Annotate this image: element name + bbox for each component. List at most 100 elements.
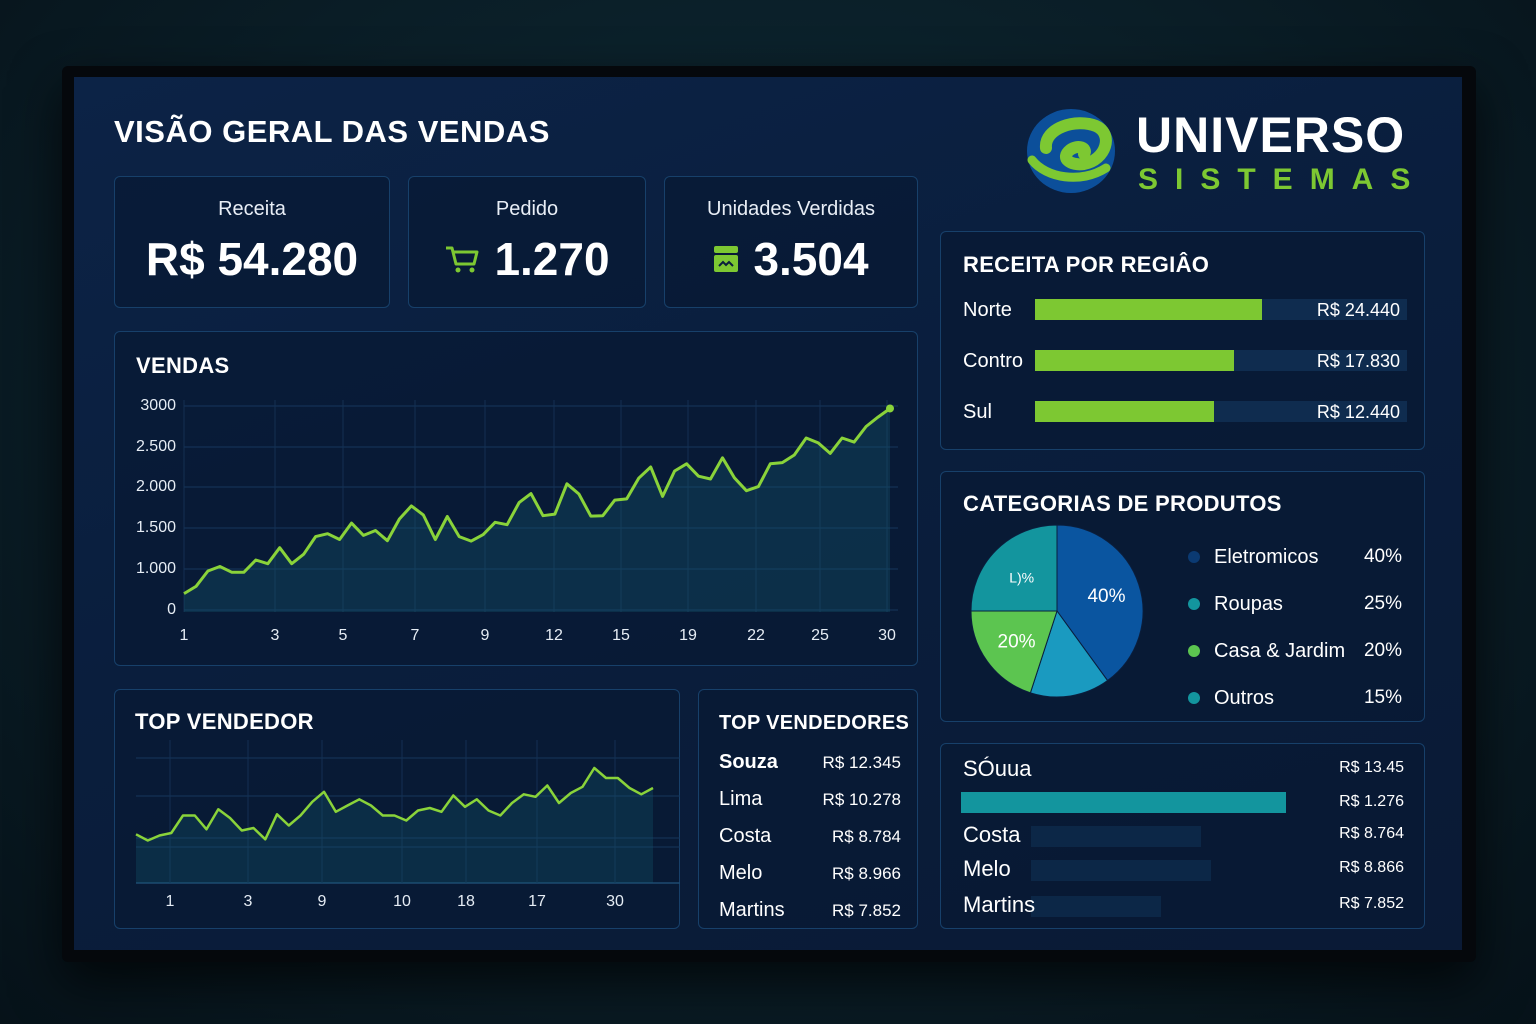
x-tick-label: 9: [317, 893, 327, 910]
seller-bar-value: R$ 8.764: [1339, 825, 1404, 842]
region-value: R$ 12.440: [1316, 402, 1400, 422]
region-bar-fill: [1035, 350, 1235, 371]
seller-bar-name: SÓuua: [963, 756, 1032, 781]
x-tick-label: 1: [165, 893, 175, 910]
x-tick-label: 30: [606, 893, 624, 910]
logo-swirl-icon: [1027, 109, 1115, 193]
x-tick-label: 5: [338, 627, 348, 644]
x-tick-label: 18: [457, 893, 475, 910]
seller-bar-fill: [961, 792, 1286, 813]
kpi-value: 3.504: [753, 233, 869, 285]
categories-title: CATEGORIAS DE PRODUTOS: [963, 491, 1282, 516]
legend-dot: [1188, 551, 1200, 563]
legend-value: 20%: [1363, 640, 1402, 661]
y-tick-label: 1.000: [135, 560, 176, 577]
seller-value: R$ 8.966: [832, 864, 901, 883]
legend-dot: [1188, 692, 1200, 704]
region-bar-track: [1035, 299, 1407, 320]
x-tick-label: 25: [811, 627, 829, 644]
seller-bar-track: [1031, 860, 1211, 881]
x-tick-label: 19: [679, 627, 697, 644]
x-tick-label: 15: [612, 627, 630, 644]
legend-value: 25%: [1363, 593, 1402, 614]
region-label: Norte: [963, 299, 1012, 321]
brand-tagline: SISTEMAS: [1138, 163, 1428, 196]
pie-slice-label: 20%: [998, 631, 1036, 652]
page-title: VISÃO GERAL DAS VENDAS: [114, 114, 550, 149]
brand-logo: [1026, 108, 1116, 194]
seller-value: R$ 10.278: [822, 790, 901, 809]
legend-dot: [1188, 645, 1200, 657]
kpi-label: Pedido: [495, 198, 559, 220]
pie-slice: [970, 610, 1058, 694]
seller-value: R$ 7.852: [832, 901, 901, 920]
pie-slice: [970, 524, 1058, 612]
seller-bar-value: R$ 8.866: [1339, 859, 1404, 876]
seller-bar-value: R$ 13.45: [1339, 759, 1404, 776]
kpi-card-receita: Receita R$ 54.280: [114, 176, 390, 308]
legend-value: 15%: [1363, 687, 1402, 708]
area-fill: [136, 768, 653, 883]
top-sellers-card: TOP VENDEDORES Souza R$ 12.345 Lima R$ 10.2…: [698, 689, 918, 929]
kpi-label: Unidades Verdidas: [707, 198, 875, 220]
legend-label: Casa & Jardim: [1214, 640, 1346, 662]
seller-bar-track: [1031, 896, 1161, 917]
kpi-card-pedido: Pedido 1.270: [408, 176, 646, 308]
box-icon: [714, 246, 739, 272]
region-title: RECEITA POR REGIÂO: [963, 252, 1210, 277]
shopping-cart-icon: [446, 246, 479, 273]
chart-title: VENDAS: [136, 353, 230, 378]
x-tick-label: 3: [270, 627, 280, 644]
region-label: Contro: [963, 350, 1024, 372]
top-sellers-title: TOP VENDEDORES: [719, 712, 910, 734]
seller-name: Costa: [719, 825, 772, 847]
legend-label: Roupas: [1214, 593, 1283, 615]
region-bar-fill: [1035, 299, 1262, 320]
data-point-last: [886, 404, 894, 413]
region-value: R$ 17.830: [1316, 351, 1400, 371]
x-tick-label: 9: [480, 627, 490, 644]
seller-bar-value: R$ 1.276: [1339, 793, 1404, 810]
region-bar-track: [1035, 401, 1407, 422]
seller-bar-value: R$ 7.852: [1339, 895, 1404, 912]
top-seller-chart-card: [114, 689, 680, 929]
y-tick-label: 2.500: [135, 438, 176, 455]
pie-slice-label: L)%: [1009, 570, 1034, 586]
seller-bar-track: [1031, 826, 1201, 847]
y-tick-label: 1.500: [135, 519, 176, 536]
chart-title: TOP VENDEDOR: [135, 709, 314, 734]
x-tick-label: 30: [878, 627, 896, 644]
seller-name: Martins: [719, 899, 785, 921]
kpi-value: 1.270: [494, 233, 610, 285]
x-tick-label: 17: [528, 893, 546, 910]
x-tick-label: 10: [393, 893, 411, 910]
kpi-value: R$ 54.280: [145, 233, 359, 285]
seller-name: Lima: [719, 788, 763, 810]
region-bar-track: [1035, 350, 1407, 371]
pie-slice-label: 40%: [1087, 586, 1125, 607]
y-tick-label: 2.000: [135, 478, 176, 495]
region-value: R$ 24.440: [1316, 300, 1400, 320]
x-tick-label: 7: [410, 627, 420, 644]
y-tick-label: 3000: [140, 397, 176, 414]
seller-bar-name: Melo: [963, 856, 1011, 881]
legend-label: Eletromicos: [1214, 546, 1319, 568]
seller-value: R$ 8.784: [832, 827, 901, 846]
x-tick-label: 22: [747, 627, 765, 644]
seller-bar-name: Martins: [963, 892, 1036, 917]
region-revenue-card: RECEITA POR REGIÂO Norte R$ 24.440 Contro R…: [940, 231, 1425, 450]
brand-name: UNIVERSO: [1136, 107, 1406, 163]
y-tick-label: 0: [167, 601, 176, 618]
seller-value: R$ 12.345: [822, 753, 901, 772]
pie-slice: [1056, 524, 1144, 682]
seller-bar-name: Costa: [963, 822, 1021, 847]
series-line: [183, 407, 891, 595]
region-label: Sul: [963, 401, 992, 423]
x-tick-label: 3: [243, 893, 253, 910]
x-tick-label: 12: [545, 627, 563, 644]
series-line: [135, 766, 654, 842]
legend-label: Outros: [1214, 687, 1275, 709]
